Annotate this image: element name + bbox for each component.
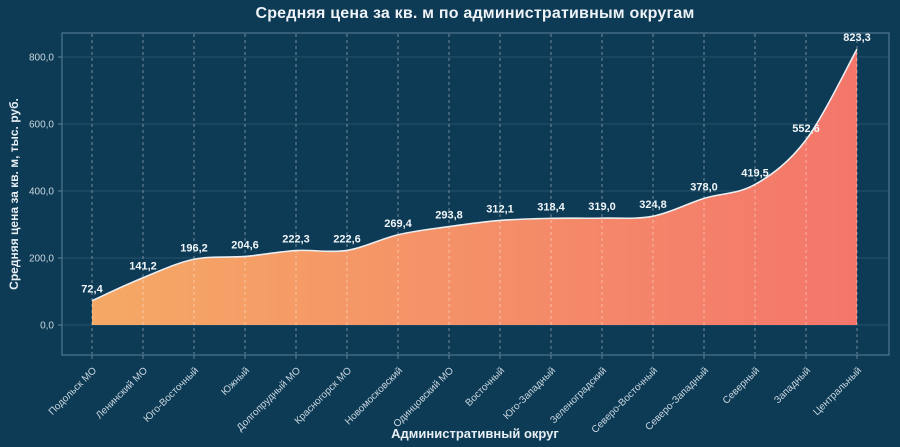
svg-text:Ленинский МО: Ленинский МО — [94, 365, 150, 421]
svg-text:Восточный: Восточный — [464, 365, 508, 409]
svg-text:204,6: 204,6 — [231, 239, 259, 251]
svg-text:0,0: 0,0 — [40, 321, 54, 332]
svg-text:319,0: 319,0 — [588, 201, 616, 213]
plot-border — [61, 32, 890, 356]
svg-text:318,4: 318,4 — [537, 201, 565, 213]
svg-text:800,0: 800,0 — [29, 53, 54, 64]
area-series — [92, 49, 857, 326]
svg-text:312,1: 312,1 — [486, 203, 514, 215]
svg-text:269,4: 269,4 — [384, 218, 412, 230]
data-point-labels: 72,4 141,2 196,2 204,6 222,3 222,6 269,4 293,8 3… — [81, 32, 870, 296]
series-line — [91, 48, 858, 302]
svg-text:72,4: 72,4 — [81, 284, 103, 296]
svg-text:Подольск МО: Подольск МО — [47, 365, 99, 417]
svg-text:400,0: 400,0 — [29, 187, 54, 198]
svg-text:200,0: 200,0 — [29, 254, 54, 265]
svg-text:Юго-Восточный: Юго-Восточный — [142, 365, 201, 424]
svg-text:141,2: 141,2 — [129, 261, 157, 273]
svg-text:222,6: 222,6 — [333, 233, 361, 245]
x-axis-title: Административный округ — [391, 426, 559, 441]
axis-tick-marks — [58, 56, 858, 359]
svg-text:Юго-Западный: Юго-Западный — [501, 365, 558, 422]
svg-text:552,6: 552,6 — [792, 123, 820, 135]
svg-text:293,8: 293,8 — [435, 210, 463, 222]
svg-text:Центральный: Центральный — [811, 365, 864, 418]
svg-text:419,5: 419,5 — [741, 167, 769, 179]
y-tick-labels: 0,0 200,0 400,0 600,0 800,0 — [29, 53, 54, 332]
svg-text:324,8: 324,8 — [639, 199, 667, 211]
svg-text:823,3: 823,3 — [843, 32, 871, 44]
svg-text:196,2: 196,2 — [180, 242, 208, 254]
chart-title: Средняя цена за кв. м по административны… — [255, 5, 695, 22]
svg-text:378,0: 378,0 — [690, 181, 718, 193]
svg-text:Южный: Южный — [220, 365, 253, 398]
svg-text:600,0: 600,0 — [29, 120, 54, 131]
svg-text:222,3: 222,3 — [282, 234, 310, 246]
svg-text:Западный: Западный — [772, 365, 813, 406]
svg-text:Северный: Северный — [721, 365, 762, 406]
